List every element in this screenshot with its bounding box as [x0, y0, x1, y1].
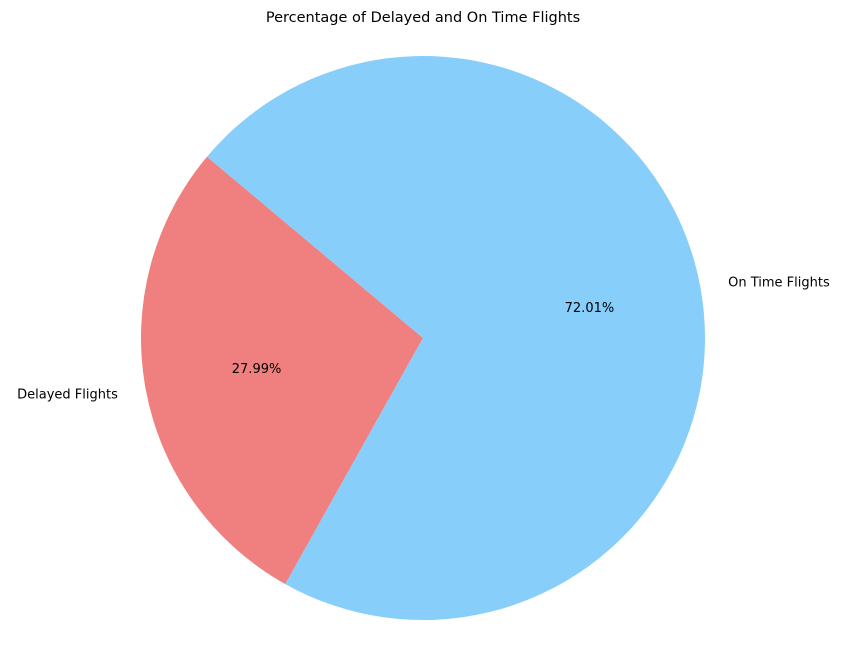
- pie-labels: Delayed Flights 27.99% On Time Flights 72.0…: [17, 276, 830, 403]
- chart-title: Percentage of Delayed and On Time Flight…: [266, 10, 580, 26]
- pie-slice-delayed-flights: [140, 156, 424, 585]
- slice-label-delayed-flights: Delayed Flights: [17, 387, 118, 402]
- pie-slices: [140, 56, 705, 621]
- slice-percent-on-time-flights: 72.01%: [565, 301, 615, 316]
- pie-slice-on-time-flights: [206, 56, 705, 621]
- slice-label-on-time-flights: On Time Flights: [728, 276, 830, 291]
- slice-percent-delayed-flights: 27.99%: [232, 362, 282, 377]
